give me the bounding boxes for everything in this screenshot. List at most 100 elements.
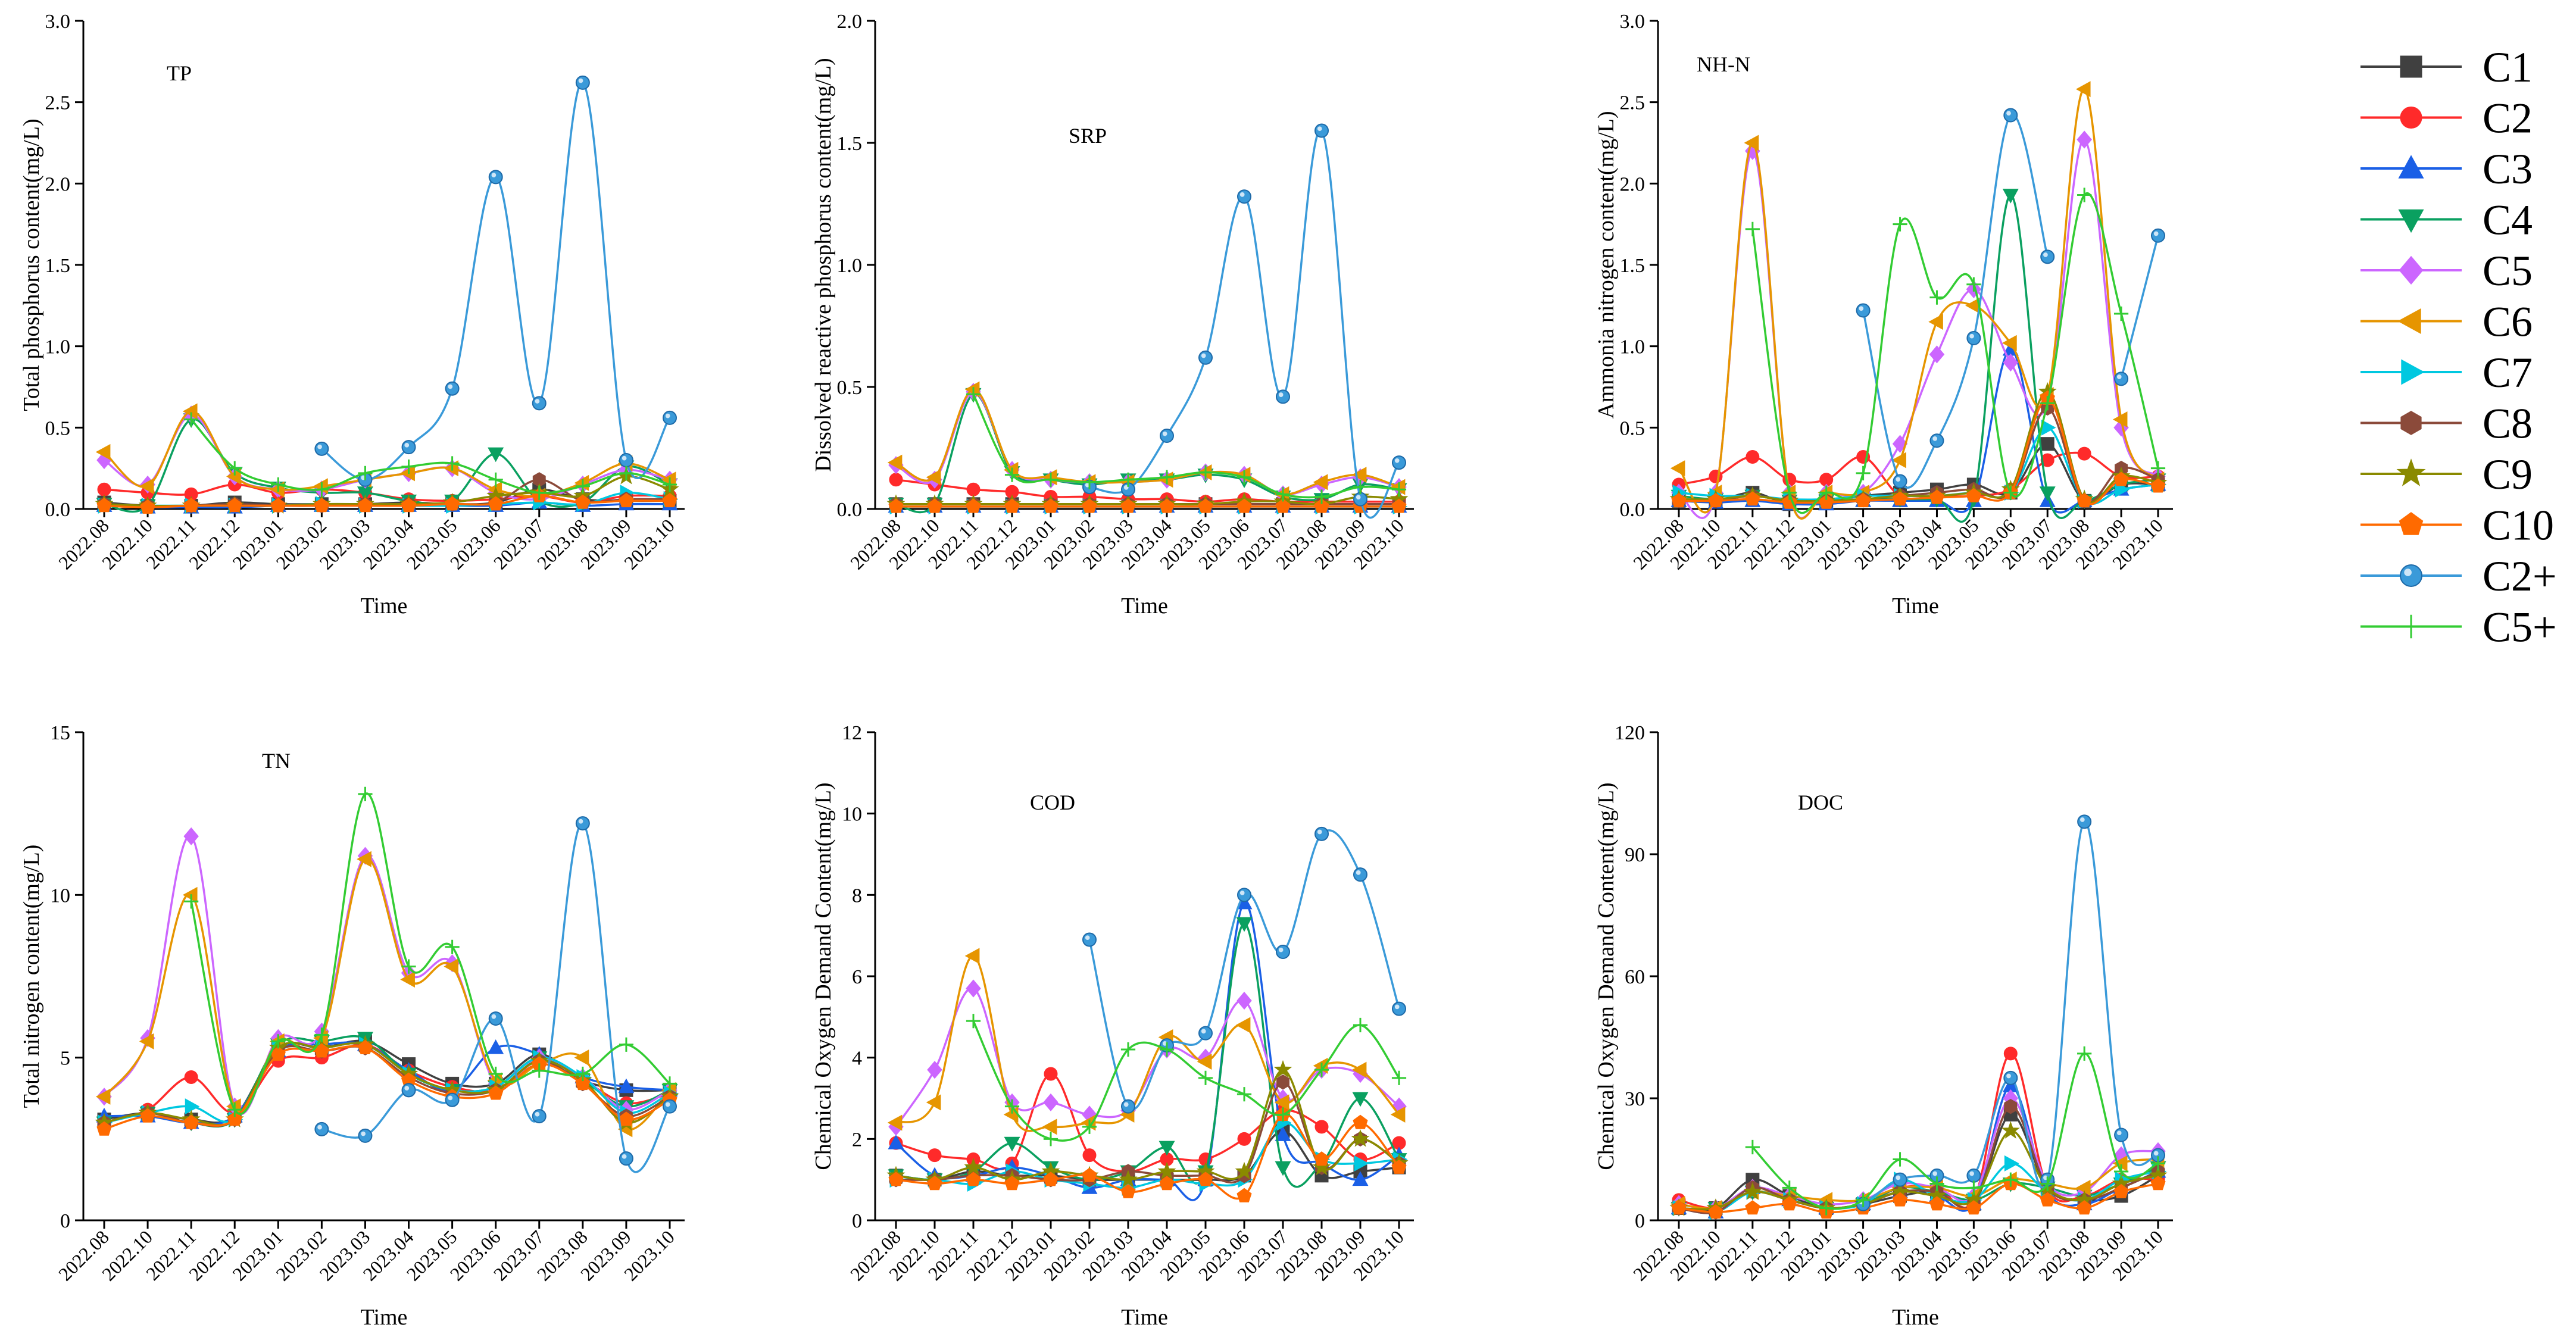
tp-point-C10 (445, 496, 460, 511)
srp-x-axis-label: Time (1121, 593, 1168, 618)
cod-point-C2+ (1276, 945, 1290, 959)
doc-point-C7 (2004, 1155, 2019, 1172)
doc-panel-title: DOC (1798, 791, 1843, 814)
cod-panel-title: COD (1030, 791, 1075, 814)
legend-marker-C8 (2400, 411, 2422, 435)
tp-point-C2+-highlight (491, 173, 497, 177)
srp-series-C2+ (1082, 123, 1406, 519)
cod-point-C2+-highlight (1278, 947, 1284, 952)
srp-point-C6 (964, 381, 980, 398)
tn-point-C2+ (488, 1011, 503, 1026)
tn-point-C2+-highlight (317, 1124, 322, 1130)
srp-point-C2+ (1353, 492, 1367, 507)
nh-ytick-label: 0.5 (1620, 417, 1645, 439)
nh-panel-title: NH-N (1697, 52, 1750, 76)
nh-point-C2+ (2040, 249, 2055, 264)
srp-point-C5+ (1198, 465, 1213, 480)
nh-point-C10 (1929, 489, 1945, 504)
tp-point-C2 (97, 482, 111, 496)
legend-item-C2: C2 (2360, 95, 2533, 142)
doc-point-C6 (2112, 1155, 2128, 1172)
srp-point-C2+-highlight (1201, 353, 1206, 358)
doc-point-C5+ (1929, 1176, 1944, 1191)
doc-point-C2+-highlight (2153, 1151, 2159, 1156)
tp-point-C10 (357, 498, 373, 513)
tp-point-C10 (140, 499, 155, 514)
cod-point-C10 (1043, 1172, 1058, 1186)
doc-point-C10 (1892, 1192, 1908, 1207)
doc-series-C9 (1669, 1121, 2168, 1216)
legend-label-C4: C4 (2483, 196, 2533, 244)
cod-point-C2 (1044, 1067, 1058, 1081)
nh-x-axis-label: Time (1892, 593, 1939, 618)
tp-point-C6 (182, 403, 198, 420)
tp-point-C10 (662, 493, 677, 508)
legend-marker-C6 (2397, 308, 2421, 335)
srp-series-C6 (887, 381, 1406, 502)
srp-ytick-label: 0.5 (837, 377, 863, 399)
tn-point-C2+ (532, 1109, 547, 1124)
cod-point-C6 (1197, 1054, 1212, 1070)
nh-series-C2+ (1856, 108, 2165, 489)
legend-item-C3: C3 (2360, 145, 2533, 193)
chart-panel-cod: 0246810122022.082022.102022.112022.12202… (811, 722, 1414, 1330)
cod-point-C4 (1236, 917, 1253, 932)
srp-point-C5+ (1353, 480, 1368, 495)
cod-point-C9 (1351, 1129, 1370, 1147)
nh-point-C5+ (1819, 485, 1834, 500)
nh-point-C10 (1819, 494, 1834, 509)
nh-point-C6 (1670, 460, 1685, 477)
cod-point-C2 (1237, 1132, 1251, 1146)
srp-point-C2+-highlight (1394, 458, 1400, 463)
legend-marker-C3 (2398, 155, 2424, 179)
tn-point-C2+ (358, 1128, 373, 1143)
tn-point-C10 (357, 1039, 373, 1054)
srp-point-C5+ (1391, 482, 1407, 497)
legend-item-C10: C10 (2360, 502, 2554, 549)
cod-point-C5+ (1353, 1017, 1368, 1033)
tn-point-C5+ (227, 1102, 242, 1117)
cod-line-C3 (895, 902, 1400, 1201)
doc-point-C5+ (2003, 1172, 2018, 1187)
cod-point-C2 (928, 1148, 942, 1163)
nh-point-C6 (2002, 335, 2017, 351)
tn-point-C5+ (184, 894, 199, 909)
nh-point-C5 (1929, 345, 1945, 364)
tn-panel-title: TN (262, 749, 291, 773)
tn-point-C5+ (401, 959, 416, 974)
doc-point-C5+ (2150, 1156, 2166, 1171)
srp-point-C5+ (966, 387, 981, 402)
cod-point-C10 (966, 1172, 981, 1186)
doc-ytick-label: 30 (1625, 1088, 1645, 1110)
cod-point-C5 (1237, 991, 1252, 1010)
doc-point-C5+ (1745, 1139, 1760, 1155)
cod-point-C9 (964, 1157, 983, 1176)
cod-point-C10 (888, 1172, 904, 1186)
srp-point-C2 (889, 473, 903, 487)
cod-ytick-label: 6 (852, 966, 862, 988)
nh-point-C2 (1709, 469, 1723, 483)
srp-point-C2+ (1198, 350, 1213, 365)
cod-point-C9 (1312, 1157, 1331, 1176)
nh-line-C2+ (2120, 235, 2159, 379)
tn-point-C2+ (619, 1151, 633, 1166)
nh-y-axis-label: Ammonia nitrogen content(mg/L) (1594, 111, 1619, 418)
srp-point-C2+-highlight (1278, 392, 1284, 397)
nh-point-C2+-highlight (1969, 333, 1974, 339)
tn-series-C5+ (184, 786, 677, 1117)
legend-item-C7: C7 (2360, 349, 2533, 396)
doc-point-C8 (2004, 1099, 2018, 1114)
tp-point-C2+ (663, 410, 677, 425)
tp-point-C10 (183, 498, 199, 513)
doc-x-axis-label: Time (1892, 1305, 1939, 1330)
srp-point-C2+ (1237, 189, 1251, 204)
doc-ytick-label: 120 (1615, 722, 1645, 744)
cod-point-C9 (1235, 1161, 1254, 1180)
tp-point-C6 (226, 468, 241, 485)
srp-point-C2+ (1276, 389, 1290, 404)
tn-point-C3 (618, 1078, 635, 1094)
nh-point-C2 (2040, 453, 2054, 467)
cod-point-C10 (1159, 1176, 1175, 1191)
cod-point-C5 (1043, 1093, 1058, 1111)
nh-point-C2+ (1929, 433, 1944, 448)
